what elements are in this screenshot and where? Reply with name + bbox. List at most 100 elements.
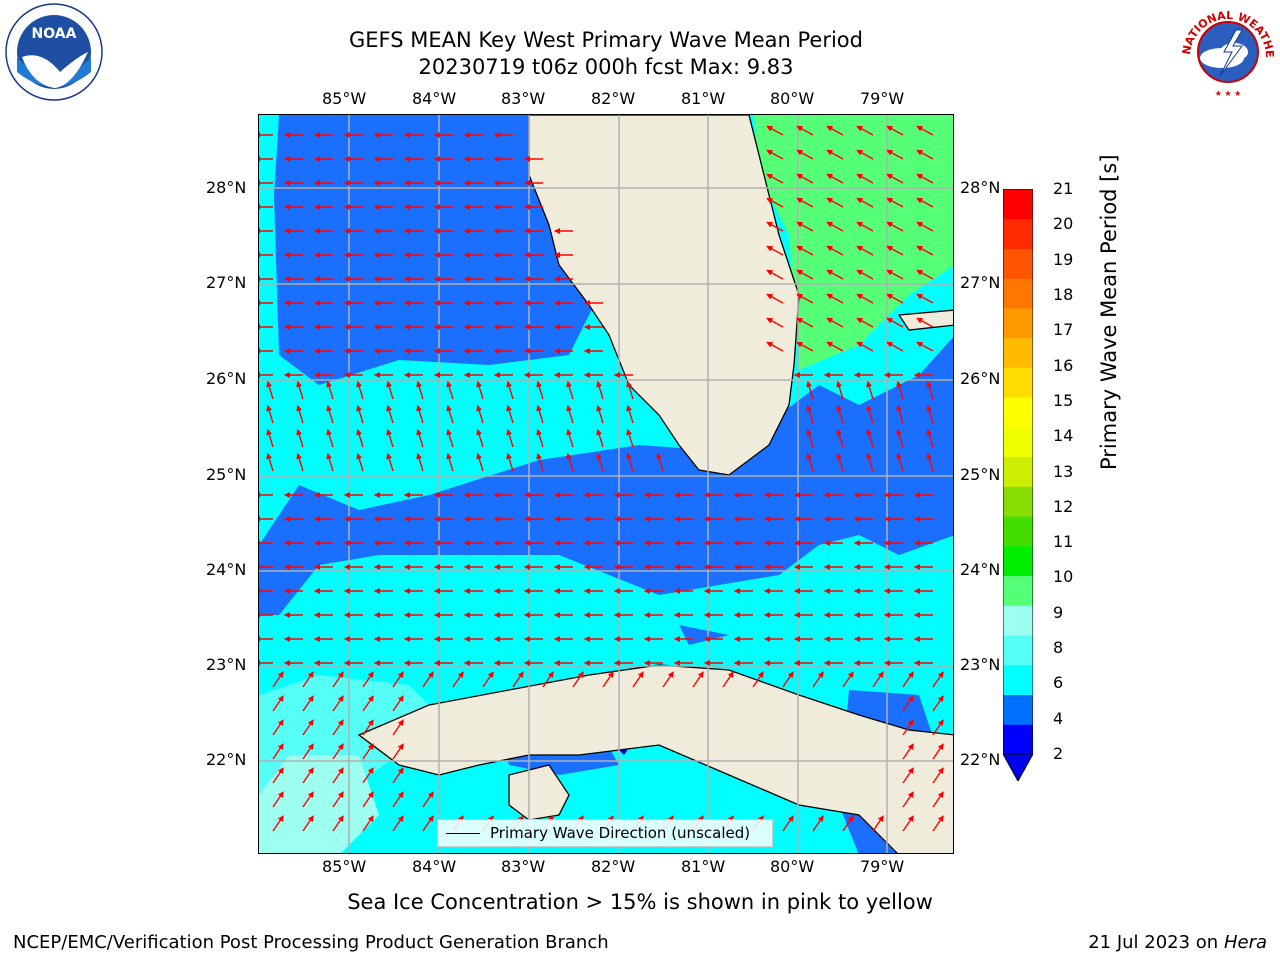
- wave-arrow-head: [796, 173, 804, 180]
- wave-arrow-head: [673, 660, 681, 666]
- wave-arrow-head: [397, 671, 404, 678]
- colorbar-cell: [1003, 337, 1033, 368]
- wave-arrow-head: [673, 516, 681, 522]
- lon-tick-label: 84°W: [412, 857, 457, 876]
- wave-arrow-head: [913, 588, 921, 594]
- wave-arrow-head: [577, 671, 584, 678]
- wave-arrow-head: [823, 588, 831, 594]
- wave-arrow-head: [916, 293, 924, 300]
- wave-arrow-head: [283, 372, 291, 378]
- wave-arrow-head: [259, 540, 261, 546]
- wave-arrow-head: [446, 428, 452, 436]
- wave-arrow-head: [886, 149, 894, 156]
- wave-arrow-head: [523, 540, 531, 546]
- wave-arrow-head: [296, 452, 302, 460]
- wave-arrow-head: [343, 372, 351, 378]
- wave-arrow-head: [326, 404, 332, 412]
- wave-arrow-head: [826, 221, 834, 228]
- wave-arrow-head: [433, 660, 441, 666]
- wave-arrow-head: [856, 341, 864, 348]
- wave-arrow-head: [259, 492, 261, 498]
- wave-arrow-head: [826, 173, 834, 180]
- wave-arrow-head: [697, 671, 704, 678]
- wave-arrow-head: [796, 293, 804, 300]
- wave-arrow-head: [583, 372, 591, 378]
- wave-arrow-head: [613, 540, 621, 546]
- wave-arrow-head: [766, 293, 774, 300]
- wave-arrow-head: [703, 540, 711, 546]
- wave-arrow-head: [259, 300, 261, 306]
- wave-arrow-head: [337, 767, 344, 774]
- colorbar-tick-label: 9: [1053, 602, 1064, 622]
- wave-arrow-head: [596, 428, 602, 436]
- wave-arrow-head: [313, 228, 321, 234]
- wave-arrow-head: [926, 404, 932, 412]
- wave-arrow-head: [856, 293, 864, 300]
- wave-arrow-head: [397, 743, 404, 750]
- wave-arrow-head: [427, 791, 434, 798]
- wave-arrow-head: [583, 348, 591, 354]
- wave-arrow-head: [866, 452, 872, 460]
- wave-arrow-head: [373, 228, 381, 234]
- wave-arrow-head: [523, 276, 531, 282]
- wave-arrow-head: [703, 660, 711, 666]
- wave-arrow-head: [386, 404, 392, 412]
- footer-machine: Hera: [1223, 932, 1267, 953]
- bahamas-grand: [897, 309, 953, 331]
- wave-arrow-head: [886, 317, 894, 324]
- footer-credit: NCEP/EMC/Verification Post Processing Pr…: [13, 932, 609, 953]
- wave-arrow-head: [607, 671, 614, 678]
- wave-arrow-head: [656, 452, 662, 460]
- wave-arrow-head: [433, 612, 441, 618]
- wave-arrow-head: [523, 564, 531, 570]
- wave-arrow-head: [937, 815, 944, 822]
- wave-arrow-head: [733, 588, 741, 594]
- wave-arrow-head: [259, 348, 261, 354]
- wave-arrow-head: [367, 671, 374, 678]
- wave-arrow-head: [386, 380, 392, 388]
- wave-arrow-head: [566, 404, 572, 412]
- wave-arrow-head: [343, 516, 351, 522]
- wave-arrow-head: [826, 341, 834, 348]
- colorbar-tick-label: 2: [1053, 744, 1064, 763]
- wave-arrow-head: [397, 719, 404, 726]
- wave-arrow-head: [757, 671, 764, 678]
- wave-arrow-head: [283, 252, 291, 258]
- wave-arrow-head: [433, 180, 441, 186]
- wave-arrow-head: [916, 149, 924, 156]
- wave-arrow-head: [493, 348, 501, 354]
- wave-arrow-head: [373, 252, 381, 258]
- wave-arrow-head: [373, 180, 381, 186]
- wave-arrow-head: [313, 300, 321, 306]
- wave-arrow-head: [463, 276, 471, 282]
- noaa-logo-icon: NOAA: [5, 3, 103, 101]
- wave-arrow-head: [643, 588, 651, 594]
- wave-arrow-head: [553, 516, 561, 522]
- wave-arrow-head: [506, 404, 512, 412]
- wave-arrow-head: [397, 815, 404, 822]
- wave-arrow-head: [823, 492, 831, 498]
- wave-arrow-head: [307, 767, 314, 774]
- wave-arrow-head: [313, 348, 321, 354]
- sea-ice-note: Sea Ice Concentration > 15% is shown in …: [347, 890, 933, 914]
- wave-arrow-head: [877, 671, 884, 678]
- wave-arrow-head: [446, 380, 452, 388]
- wave-arrow-head: [296, 404, 302, 412]
- wave-arrow-head: [283, 564, 291, 570]
- lon-tick-label: 81°W: [681, 857, 726, 876]
- wave-arrow-head: [826, 125, 834, 132]
- wave-arrow-head: [793, 612, 801, 618]
- wave-arrow-head: [433, 372, 441, 378]
- wave-arrow-head: [886, 269, 894, 276]
- colorbar-cell: [1003, 516, 1033, 547]
- colorbar-tick-label: 14: [1053, 426, 1074, 446]
- wave-arrow-head: [493, 516, 501, 522]
- wave-arrow-head: [476, 452, 482, 460]
- chart-subtitle-forecast: 20230719 t06z 000h fcst Max: 9.83: [418, 55, 794, 79]
- wave-arrow-head: [823, 516, 831, 522]
- wave-arrow-head: [373, 636, 381, 642]
- wave-arrow-head: [727, 671, 734, 678]
- wave-arrow-head: [313, 636, 321, 642]
- wave-arrow-head: [673, 540, 681, 546]
- lon-tick-label: 85°W: [322, 89, 367, 108]
